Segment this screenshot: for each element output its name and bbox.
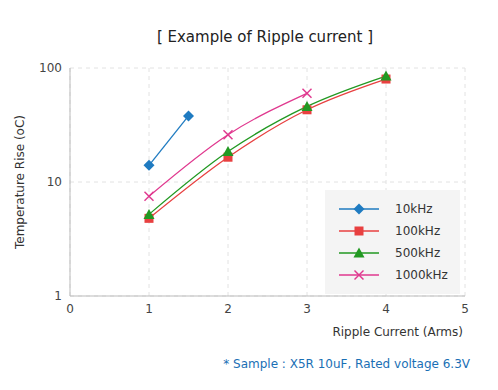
html-text:500kHz: 500kHz [395,246,441,260]
svg-text:10: 10 [47,175,62,189]
svg-text:5: 5 [461,302,469,316]
svg-text:100: 100 [39,61,62,75]
html-text:[ Example of Ripple current ]: [ Example of Ripple current ] [156,28,374,46]
svg-text:1: 1 [145,302,153,316]
html-text:100kHz: 100kHz [395,224,441,238]
svg-text:1: 1 [54,289,62,303]
svg-text:0: 0 [66,302,74,316]
svg-text:Ripple Current (Arms): Ripple Current (Arms) [332,325,463,339]
svg-text:4: 4 [382,302,390,316]
svg-text:2: 2 [224,302,232,316]
svg-text:3: 3 [303,302,311,316]
svg-text:Temperature Rise (oC): Temperature Rise (oC) [13,115,27,250]
html-text:* Sample : X5R 10uF, Rated vol: * Sample : X5R 10uF, Rated voltage 6.3V [223,357,470,371]
html-text:1000kHz: 1000kHz [395,268,448,282]
html-text:10kHz: 10kHz [395,202,433,216]
